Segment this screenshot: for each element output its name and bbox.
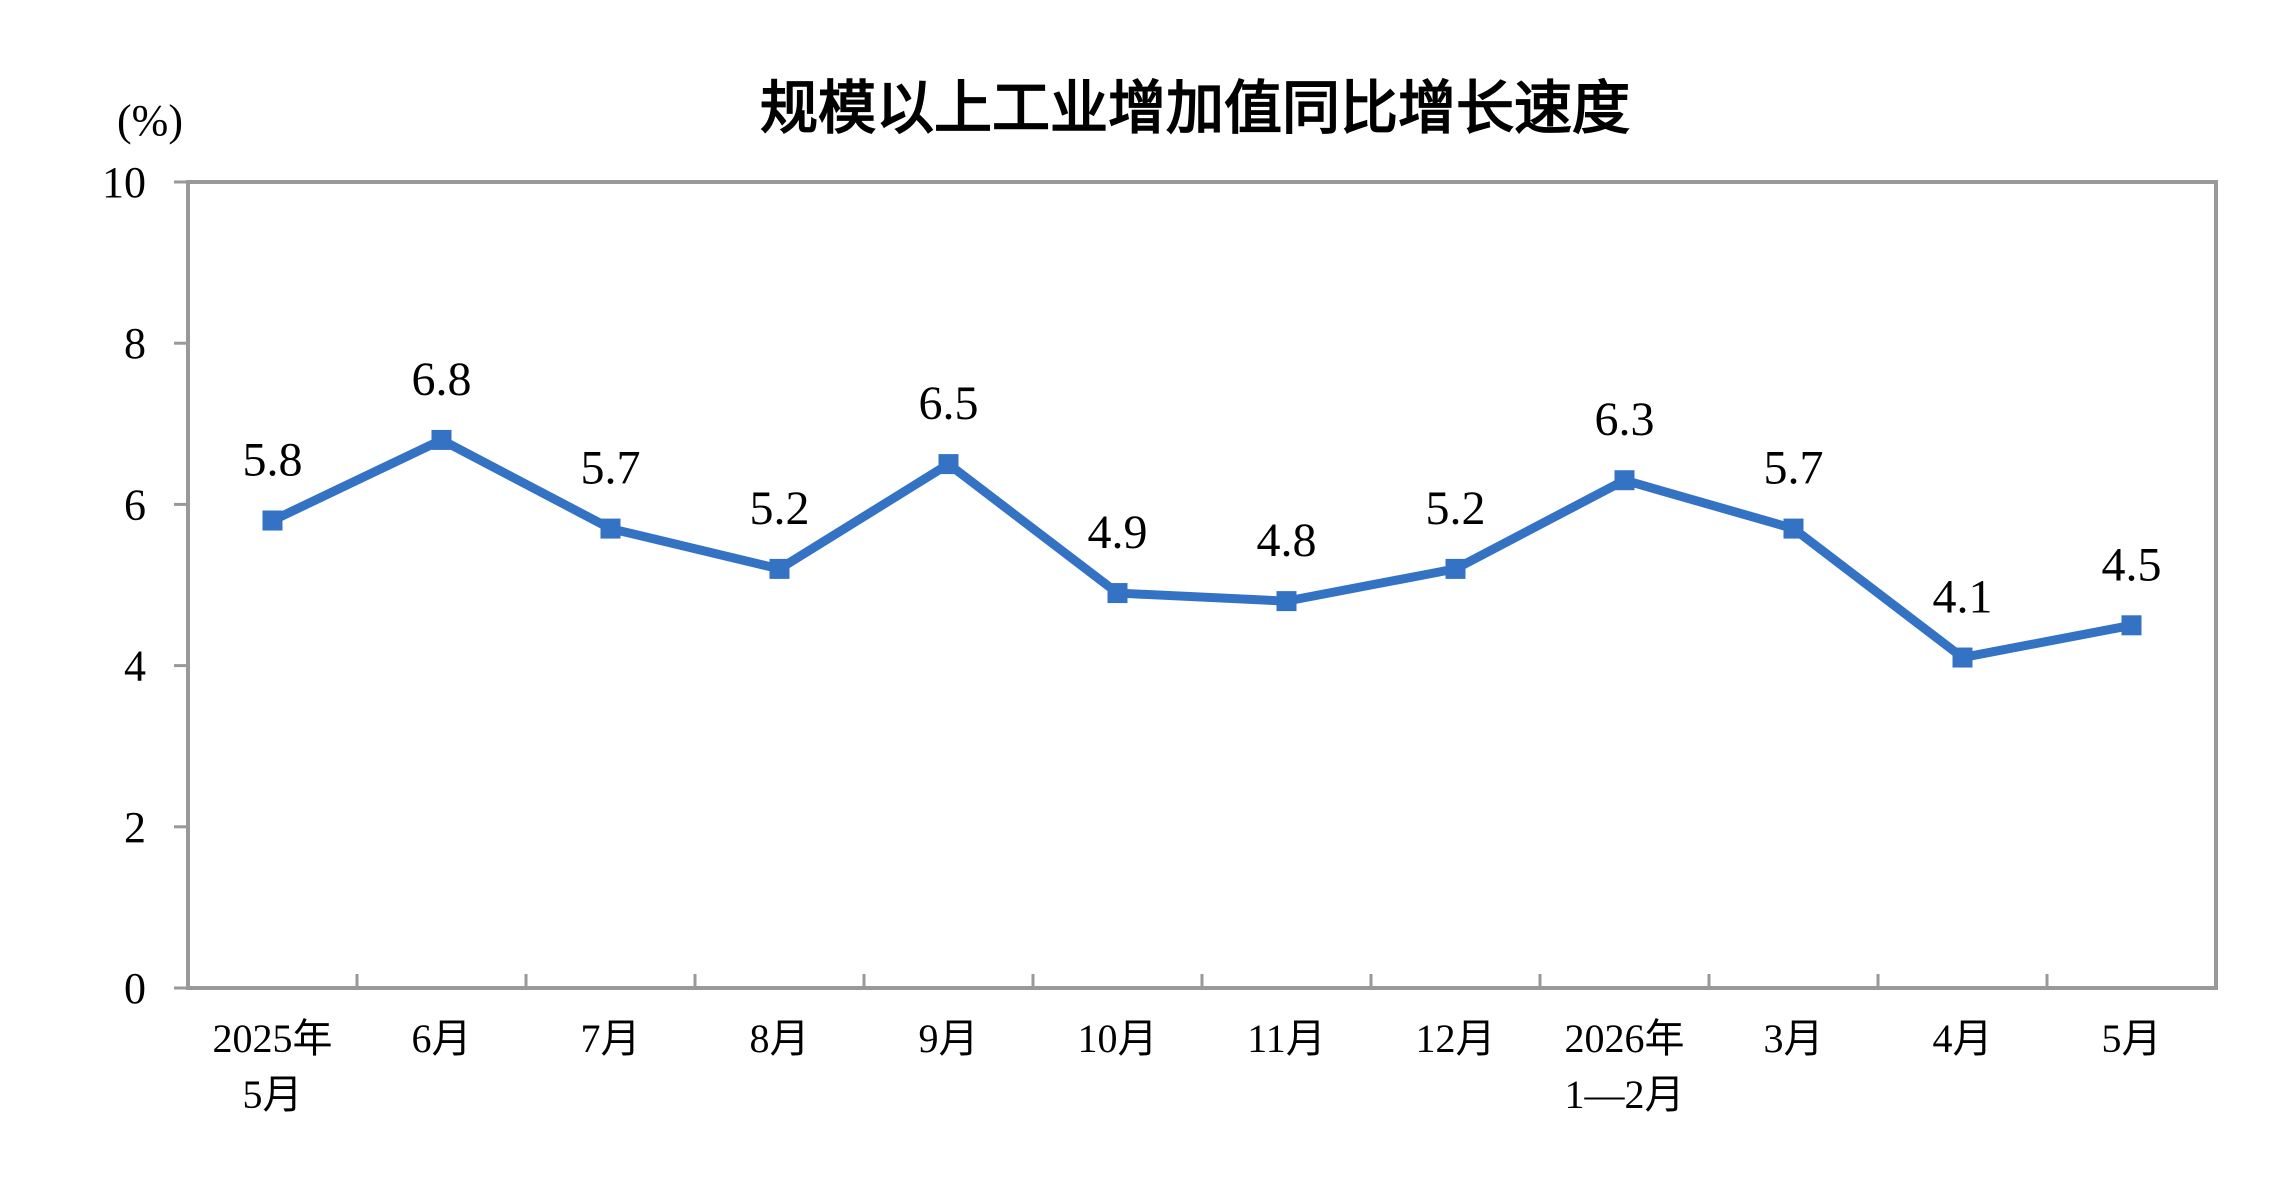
data-point-marker <box>769 558 790 579</box>
data-label: 6.3 <box>1595 393 1655 446</box>
data-point-marker <box>1107 583 1128 604</box>
y-tick-label: 8 <box>124 319 146 368</box>
x-tick-label: 6月 <box>412 1016 472 1061</box>
data-point-marker <box>1783 518 1804 539</box>
data-label: 5.7 <box>581 442 641 495</box>
data-label: 4.9 <box>1088 506 1148 559</box>
x-tick-label: 11月 <box>1247 1016 1326 1061</box>
y-axis: 0 2 4 6 8 10 <box>102 158 188 1013</box>
chart-title: 规模以上工业增加值同比增长速度 <box>760 74 1630 142</box>
data-point-marker <box>1952 647 1973 668</box>
series-line <box>268 435 2136 663</box>
x-tick-label: 8月 <box>750 1016 810 1061</box>
data-point-marker <box>262 510 283 531</box>
data-point-marker <box>1445 558 1466 579</box>
x-tick-label: 3月 <box>1764 1016 1824 1061</box>
data-point-marker <box>938 454 959 475</box>
data-label: 5.2 <box>1426 482 1486 535</box>
x-tick-label: 4月 <box>1933 1016 1993 1061</box>
y-unit-label: (%) <box>117 96 183 145</box>
data-point-marker <box>2121 615 2142 636</box>
y-tick-label: 6 <box>124 480 146 529</box>
x-tick-label: 2026年 <box>1565 1016 1685 1061</box>
x-axis: 2025年 5月 6月 7月 8月 9月 10月 11月 12月 2026年 1—2月 3月 4月 5月 <box>213 974 2162 1117</box>
data-label: 4.5 <box>2102 538 2162 591</box>
x-tick-label: 5月 <box>2102 1016 2162 1061</box>
data-point-marker <box>1614 470 1635 491</box>
data-label: 4.1 <box>1933 571 1993 624</box>
data-point-marker <box>600 518 621 539</box>
y-tick-label: 0 <box>124 964 146 1013</box>
series-group <box>262 429 2142 668</box>
data-point-marker <box>431 429 452 450</box>
y-tick-label: 2 <box>124 803 146 852</box>
y-tick-label: 10 <box>102 158 146 207</box>
x-tick-label: 1—2月 <box>1565 1072 1685 1117</box>
data-label: 6.8 <box>412 353 472 406</box>
data-label: 4.8 <box>1257 514 1317 567</box>
data-label: 5.8 <box>243 434 303 487</box>
x-tick-label: 10月 <box>1078 1016 1158 1061</box>
x-tick-label: 7月 <box>581 1016 641 1061</box>
data-labels: 5.8 6.8 5.7 5.2 6.5 4.9 4.8 5.2 6.3 5.7 4.1 4.5 <box>243 353 2162 624</box>
data-point-marker <box>1276 591 1297 612</box>
x-tick-label: 9月 <box>919 1016 979 1061</box>
plot-area <box>186 180 2218 990</box>
data-label: 5.2 <box>750 482 810 535</box>
x-tick-label: 12月 <box>1416 1016 1496 1061</box>
data-label: 6.5 <box>919 377 979 430</box>
y-tick-label: 4 <box>124 642 146 691</box>
data-label: 5.7 <box>1764 442 1824 495</box>
x-tick-label: 5月 <box>243 1072 303 1117</box>
x-tick-label: 2025年 <box>213 1016 333 1061</box>
